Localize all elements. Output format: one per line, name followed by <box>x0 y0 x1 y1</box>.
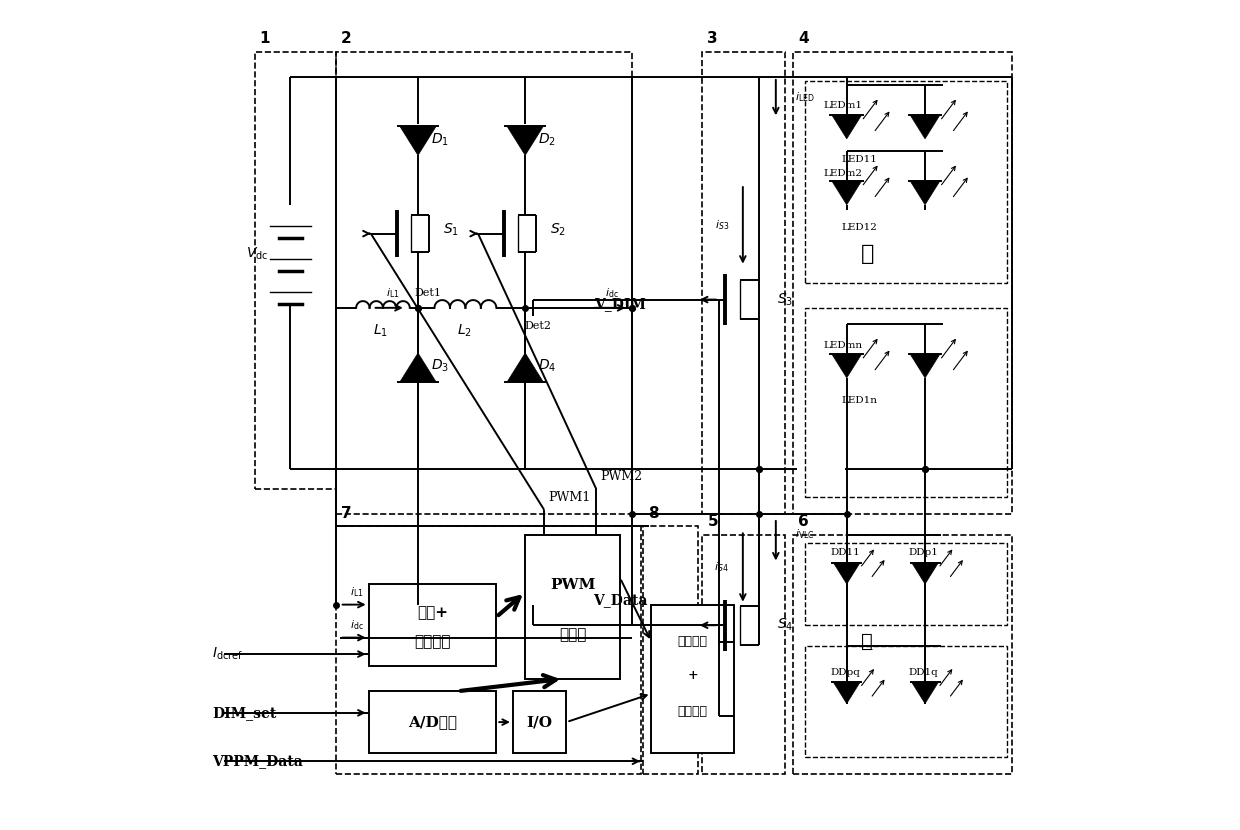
Text: $S_2$: $S_2$ <box>551 222 567 237</box>
Text: V_DIM: V_DIM <box>594 296 646 310</box>
Text: 7: 7 <box>341 505 351 520</box>
Bar <box>368 691 496 753</box>
Text: $D_1$: $D_1$ <box>432 131 449 148</box>
Polygon shape <box>507 126 543 155</box>
Text: $D_2$: $D_2$ <box>538 131 557 148</box>
Text: 4: 4 <box>799 32 808 46</box>
Text: 2: 2 <box>341 32 351 46</box>
Bar <box>526 535 620 679</box>
Text: $S_4$: $S_4$ <box>776 617 792 633</box>
Text: LEDmn: LEDmn <box>823 341 863 350</box>
Text: $i_{\mathrm{L1}}$: $i_{\mathrm{L1}}$ <box>351 585 365 599</box>
Text: A/D转换: A/D转换 <box>408 715 456 729</box>
Text: LED12: LED12 <box>841 223 877 232</box>
Text: $D_4$: $D_4$ <box>538 358 557 374</box>
Text: LEDm1: LEDm1 <box>823 101 863 110</box>
Bar <box>644 526 698 774</box>
Polygon shape <box>911 682 939 704</box>
Text: $S_3$: $S_3$ <box>776 291 792 308</box>
Text: I/O: I/O <box>527 715 553 729</box>
Bar <box>254 52 336 489</box>
Polygon shape <box>910 115 940 139</box>
Text: PWM: PWM <box>549 578 595 592</box>
Bar <box>651 604 734 753</box>
Bar <box>794 535 1012 774</box>
Polygon shape <box>507 353 543 382</box>
Polygon shape <box>911 563 939 584</box>
Text: 1: 1 <box>259 32 270 46</box>
Text: PWM2: PWM2 <box>600 471 642 483</box>
Text: $i_{S3}$: $i_{S3}$ <box>715 218 729 232</box>
Text: $i_{\mathrm{dc}}$: $i_{\mathrm{dc}}$ <box>351 618 365 632</box>
Polygon shape <box>832 115 862 139</box>
Polygon shape <box>833 682 859 704</box>
Text: 5: 5 <box>707 514 718 529</box>
Text: 3: 3 <box>707 32 718 46</box>
Text: $i_{\mathrm{LED}}$: $i_{\mathrm{LED}}$ <box>795 90 815 105</box>
Text: 恒流+: 恒流+ <box>417 606 448 620</box>
Text: $I_{\mathrm{dcref}}$: $I_{\mathrm{dcref}}$ <box>212 646 243 662</box>
Text: VPPM_Data: VPPM_Data <box>212 754 303 769</box>
Bar <box>702 52 785 514</box>
Text: 8: 8 <box>649 505 658 520</box>
Polygon shape <box>910 354 940 378</box>
Bar <box>702 535 785 774</box>
Polygon shape <box>832 181 862 205</box>
Text: LEDm2: LEDm2 <box>823 169 863 178</box>
Text: $i_{\mathrm{L1}}$: $i_{\mathrm{L1}}$ <box>387 286 401 300</box>
Text: DDp1: DDp1 <box>909 548 939 557</box>
Bar <box>513 691 567 753</box>
Text: $D_3$: $D_3$ <box>432 358 449 374</box>
Text: 发生器: 发生器 <box>559 628 587 642</box>
Text: - -: - - <box>862 645 873 655</box>
Bar <box>805 308 1007 497</box>
Text: ⋮: ⋮ <box>862 632 873 651</box>
Text: $i_{\mathrm{dc}}$: $i_{\mathrm{dc}}$ <box>605 286 619 300</box>
Text: $i_{\mathrm{VLC}}$: $i_{\mathrm{VLC}}$ <box>795 528 815 541</box>
Text: 均流控制: 均流控制 <box>414 635 450 649</box>
Text: 6: 6 <box>799 514 808 529</box>
Text: Det1: Det1 <box>414 288 441 298</box>
Text: LED11: LED11 <box>841 155 877 164</box>
Bar <box>805 646 1007 757</box>
Text: $i_{S4}$: $i_{S4}$ <box>714 560 729 574</box>
Bar <box>336 52 632 514</box>
Polygon shape <box>399 126 436 155</box>
Text: PWM1: PWM1 <box>548 491 590 504</box>
Bar <box>368 584 496 666</box>
Text: 高速驱动: 高速驱动 <box>677 705 708 718</box>
Text: V_Data: V_Data <box>593 593 647 608</box>
Text: ⋮: ⋮ <box>861 243 874 266</box>
Bar <box>794 52 1012 514</box>
Polygon shape <box>910 181 940 205</box>
Text: $S_1$: $S_1$ <box>443 222 459 237</box>
Polygon shape <box>832 354 862 378</box>
Text: $L_2$: $L_2$ <box>456 323 471 339</box>
Bar <box>805 81 1007 283</box>
Polygon shape <box>833 563 859 584</box>
Text: 光耦隔离: 光耦隔离 <box>677 635 708 648</box>
Text: DIM_set: DIM_set <box>212 706 277 720</box>
Bar <box>805 543 1007 625</box>
Text: Det2: Det2 <box>525 321 551 331</box>
Bar <box>336 526 641 774</box>
Text: $L_1$: $L_1$ <box>373 323 388 339</box>
Text: +: + <box>687 669 698 682</box>
Polygon shape <box>399 353 436 382</box>
Text: DDpq: DDpq <box>830 667 861 676</box>
Text: DD1q: DD1q <box>909 667 939 676</box>
Text: DD11: DD11 <box>831 548 861 557</box>
Text: $V_{\mathrm{dc}}$: $V_{\mathrm{dc}}$ <box>246 246 268 262</box>
Text: LED1n: LED1n <box>841 396 877 405</box>
